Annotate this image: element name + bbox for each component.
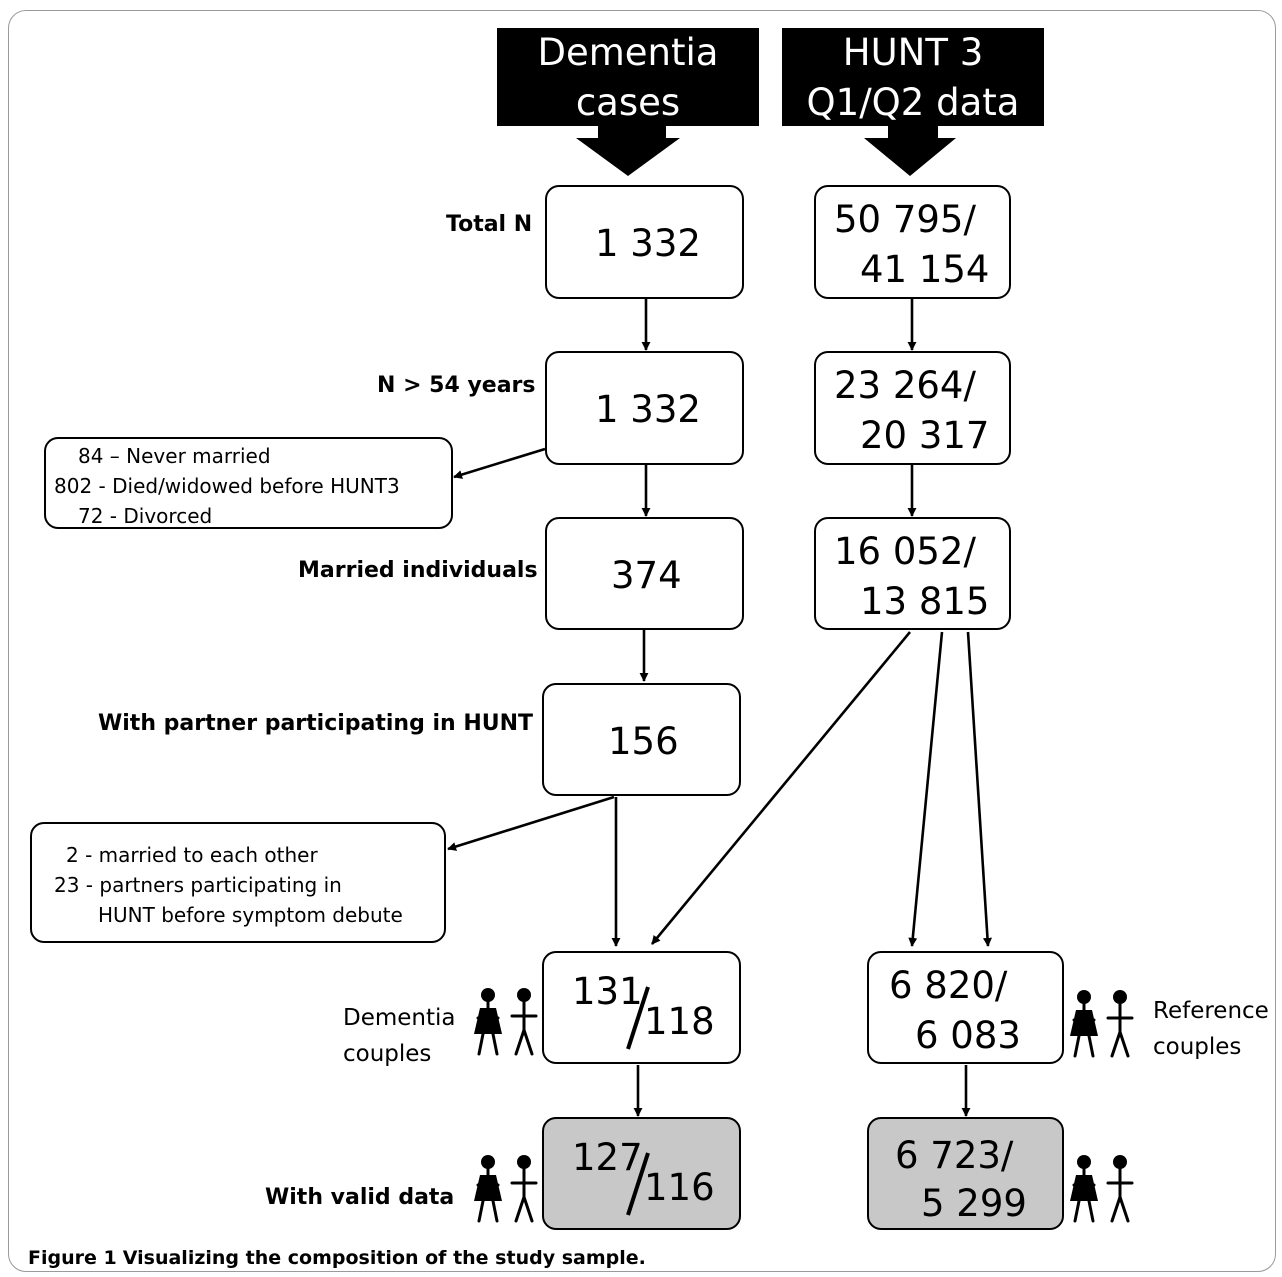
value-reference-line1: 6 820/ <box>889 964 1008 1007</box>
value-reference-line2: 6 083 <box>915 1014 1021 1057</box>
caption-label: Figure 1 <box>28 1247 117 1269</box>
label-age: N > 54 years <box>377 373 536 398</box>
label-valid-data: With valid data <box>265 1185 455 1210</box>
arrow-married-to-couples <box>650 631 912 945</box>
value-valid-a: 127 <box>572 1136 643 1179</box>
exclusion-1-line1: 84 – Never married <box>78 444 271 468</box>
box-right-age: 23 264/ 20 317 <box>814 351 1011 465</box>
value-couples-a: 131 <box>572 970 643 1013</box>
label-reference-couples-line2: couples <box>1153 1034 1242 1060</box>
value-left-married: 374 <box>611 554 682 597</box>
header-dementia-line1: Dementia <box>537 31 719 74</box>
label-reference-couples-line1: Reference <box>1153 998 1269 1024</box>
header-arrow-right <box>864 125 956 176</box>
arrow-married-to-reference-a <box>908 631 944 947</box>
header-hunt3: HUNT 3 Q1/Q2 data <box>782 28 1044 126</box>
box-left-partner: 156 <box>542 683 741 796</box>
header-dementia-cases: Dementia cases <box>497 28 759 126</box>
slash-divider <box>626 986 650 1050</box>
slash-divider <box>626 1152 650 1216</box>
value-valid-b: 116 <box>644 1166 715 1209</box>
figure-frame <box>8 10 1276 1272</box>
value-right-age-line1: 23 264/ <box>834 364 976 407</box>
value-reference-valid-line2: 5 299 <box>921 1182 1027 1225</box>
box-right-married: 16 052/ 13 815 <box>814 517 1011 630</box>
exclusion-2-line3: HUNT before symptom debute <box>98 903 403 927</box>
value-left-age: 1 332 <box>595 388 701 431</box>
box-dementia-couples: 131 118 <box>542 951 741 1064</box>
caption-text: Visualizing the composition of the study… <box>122 1247 646 1269</box>
value-right-married-line2: 13 815 <box>860 580 990 623</box>
value-couples-b: 118 <box>644 1000 715 1043</box>
box-reference-valid: 6 723/ 5 299 <box>867 1117 1064 1230</box>
arrow-married-to-reference-b <box>966 631 992 947</box>
couple-icon <box>1070 990 1134 1058</box>
value-reference-valid-line1: 6 723/ <box>895 1134 1014 1177</box>
value-right-age-line2: 20 317 <box>860 414 990 457</box>
header-hunt3-line2: Q1/Q2 data <box>806 81 1020 124</box>
exclusion-box-2: 2 - married to each other 23 - partners … <box>30 822 446 943</box>
value-right-married-line1: 16 052/ <box>834 530 976 573</box>
couple-icon <box>474 988 538 1056</box>
box-dementia-valid: 127 116 <box>542 1117 741 1230</box>
couple-icon <box>1070 1155 1134 1223</box>
box-reference-couples: 6 820/ 6 083 <box>867 951 1064 1064</box>
arrow-exclusion-1 <box>453 447 546 479</box>
header-arrow-left <box>576 125 680 176</box>
exclusion-2-line2: 23 - partners participating in <box>54 873 342 897</box>
value-left-partner: 156 <box>608 720 679 763</box>
label-dementia-couples-line1: Dementia <box>343 1005 456 1031</box>
box-right-total: 50 795/ 41 154 <box>814 185 1011 299</box>
label-reference-couples: Reference couples <box>1153 993 1269 1065</box>
value-left-total: 1 332 <box>595 222 701 265</box>
box-left-married: 374 <box>545 517 744 630</box>
label-married: Married individuals <box>298 558 538 583</box>
label-partner: With partner participating in HUNT <box>98 711 534 736</box>
box-left-age: 1 332 <box>545 351 744 465</box>
exclusion-1-line3: 72 - Divorced <box>78 504 213 528</box>
exclusion-1-line2: 802 - Died/widowed before HUNT3 <box>54 474 400 498</box>
couple-icon <box>474 1155 538 1223</box>
figure-caption: Figure 1 Visualizing the composition of … <box>28 1247 646 1269</box>
exclusion-box-1: 84 – Never married 802 - Died/widowed be… <box>44 437 453 529</box>
arrow-exclusion-2 <box>447 795 615 851</box>
label-dementia-couples-line2: couples <box>343 1041 432 1067</box>
label-dementia-couples: Dementia couples <box>343 1000 456 1072</box>
value-right-total-line1: 50 795/ <box>834 198 976 241</box>
header-hunt3-line1: HUNT 3 <box>842 31 984 74</box>
exclusion-2-line1: 2 - married to each other <box>66 843 318 867</box>
header-dementia-line2: cases <box>575 81 681 124</box>
label-total-n: Total N <box>446 212 533 237</box>
value-right-total-line2: 41 154 <box>860 248 990 291</box>
box-left-total: 1 332 <box>545 185 744 299</box>
